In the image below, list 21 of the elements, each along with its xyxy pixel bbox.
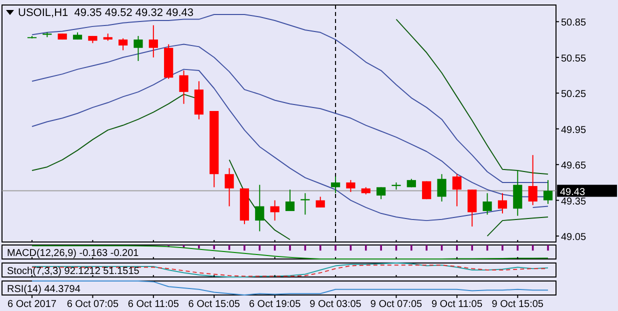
y-tick-label: 50.55	[561, 53, 586, 64]
x-tick-label: 9 Oct 11:05	[431, 299, 483, 310]
chart-title: USOIL,H1 49.35 49.52 49.32 49.43	[18, 7, 194, 19]
x-tick-label: 6 Oct 15:05	[188, 299, 240, 310]
y-tick-label: 50.25	[561, 89, 586, 100]
x-tick-label: 9 Oct 07:05	[370, 299, 423, 310]
x-tick-label: 9 Oct 03:05	[310, 299, 362, 310]
chart-title: RSI(14) 44.3794	[7, 284, 81, 295]
y-tick-label: 49.95	[561, 124, 586, 136]
x-tick-label: 6 Oct 07:05	[66, 299, 119, 310]
y-tick-label: 49.65	[561, 160, 586, 172]
ref-line-label: 49.43	[560, 186, 586, 198]
x-tick-label: 9 Oct 15:05	[492, 299, 544, 310]
y-tick-label: 49.05	[561, 232, 586, 244]
x-tick-label: 6 Oct 11:05	[128, 299, 180, 310]
x-tick-label: 6 Oct 2017	[8, 299, 57, 310]
chart-title: Stoch(7,3,3) 92.1212 51.1515	[7, 266, 140, 277]
chart-title: MACD(12,26,9) -0.163 -0.201	[7, 248, 140, 259]
y-tick-label: 50.85	[561, 18, 586, 29]
x-tick-label: 6 Oct 19:05	[248, 299, 302, 310]
y-tick-label: 49.35	[561, 196, 586, 208]
